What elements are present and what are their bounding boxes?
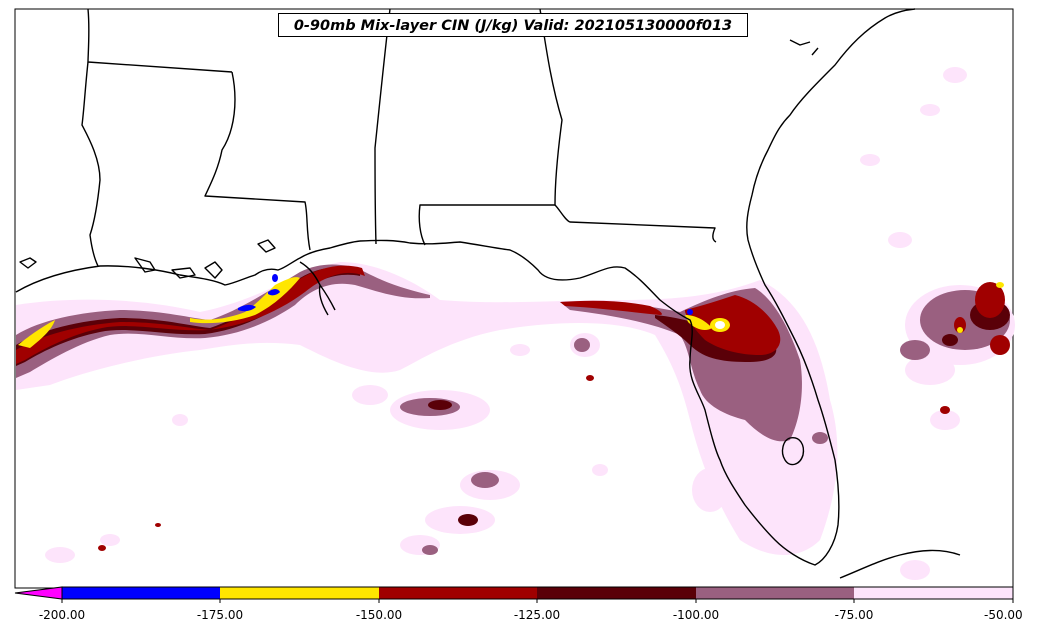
map-title: 0-90mb Mix-layer CIN (J/kg) Valid: 20210…: [278, 13, 748, 37]
colorbar-segment-3: [379, 587, 537, 599]
cin-shading: [16, 67, 1015, 580]
colorbar-tick-label: -100.00: [672, 608, 720, 622]
colorbar-tick-label: -150.00: [355, 608, 403, 622]
colorbar-tick-label: -200.00: [38, 608, 86, 622]
colorbar-tick-label: -75.00: [834, 608, 874, 622]
colorbar: [14, 586, 1014, 603]
colorbar-tick-label: -125.00: [513, 608, 561, 622]
colorbar-segment-2: [220, 587, 379, 599]
colorbar-tick-label: -175.00: [196, 608, 244, 622]
coastlines-and-borders: [15, 8, 961, 579]
colorbar-under-arrow: [14, 586, 63, 600]
colorbar-tick-label: -50.00: [983, 608, 1023, 622]
colorbar-segment-5: [696, 587, 854, 599]
colorbar-segment-4: [537, 587, 696, 599]
map-frame: [14, 8, 1014, 589]
colorbar-segment-6: [854, 587, 1013, 599]
colorbar-segment-1: [62, 587, 220, 599]
